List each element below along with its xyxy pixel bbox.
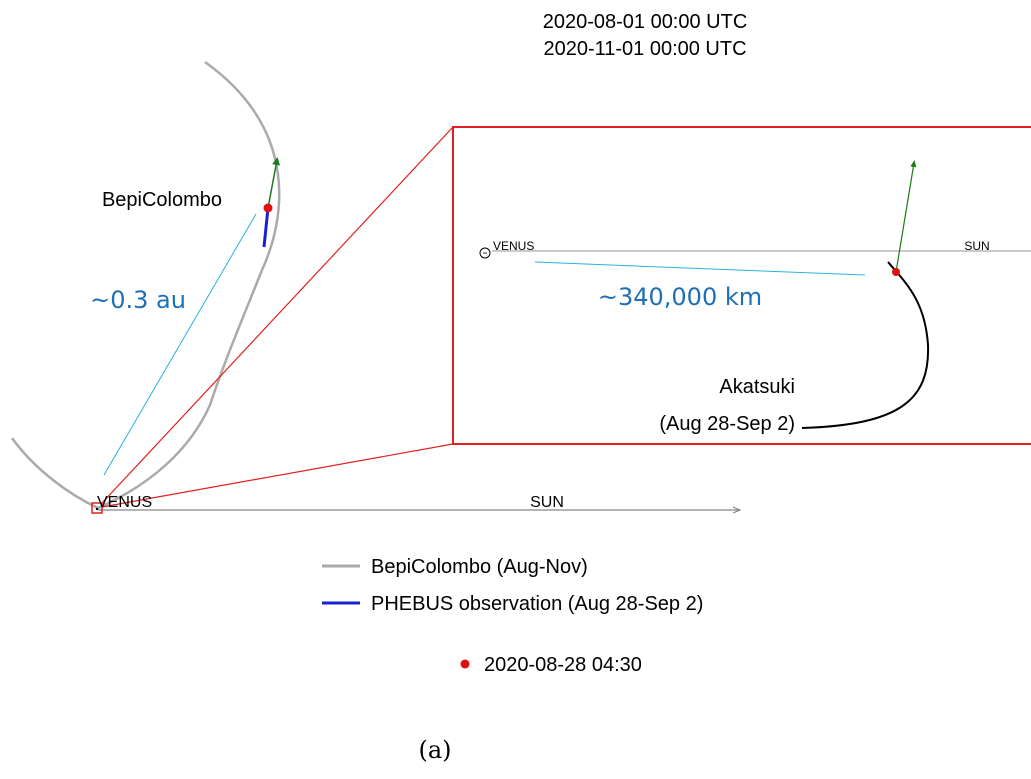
time-end-label: 2020-11-01 00:00 UTC [543, 38, 746, 60]
inset-velocity-arrow [895, 160, 917, 273]
bepicolombo-orbit [10, 60, 281, 510]
distance-label-inset: ~340,000 km [598, 283, 762, 311]
time-start-label: 2020-08-01 00:00 UTC [543, 11, 748, 33]
distance-line-inset [534, 261, 866, 276]
akatsuki-track [801, 261, 930, 429]
zoom-connector-bottom [101, 443, 454, 508]
legend-marker-dot [460, 659, 470, 669]
legend: BepiColombo (Aug-Nov) PHEBUS observation… [322, 556, 703, 676]
legend-label-phebus: PHEBUS observation (Aug 28-Sep 2) [371, 593, 703, 615]
inset-venus-icon [479, 247, 491, 259]
legend-marker-label: 2020-08-28 04:30 [484, 654, 642, 676]
zoom-box-small [91, 502, 103, 514]
bepicolombo-label: BepiColombo [102, 189, 222, 211]
bepicolombo-position-marker [263, 203, 273, 213]
sun-label-main: SUN [530, 494, 564, 511]
akatsuki-period-label: (Aug 28-Sep 2) [659, 413, 795, 435]
sun-label-inset: SUN [964, 239, 989, 253]
distance-line-main [103, 213, 257, 476]
inset-zoom-box [452, 126, 1031, 445]
inset-position-marker [892, 268, 900, 276]
distance-label-main: ~0.3 au [90, 286, 186, 314]
phebus-observation-segment [262, 207, 270, 248]
velocity-arrow [267, 157, 281, 209]
akatsuki-label: Akatsuki [719, 376, 795, 398]
venus-dot [95, 507, 99, 511]
legend-label-orbit: BepiColombo (Aug-Nov) [371, 556, 588, 578]
venus-label-inset: VENUS [493, 239, 534, 253]
venus-label-main: VENUS [97, 494, 152, 511]
figure-caption: (a) [418, 736, 451, 764]
zoom-connector-top [101, 126, 454, 504]
